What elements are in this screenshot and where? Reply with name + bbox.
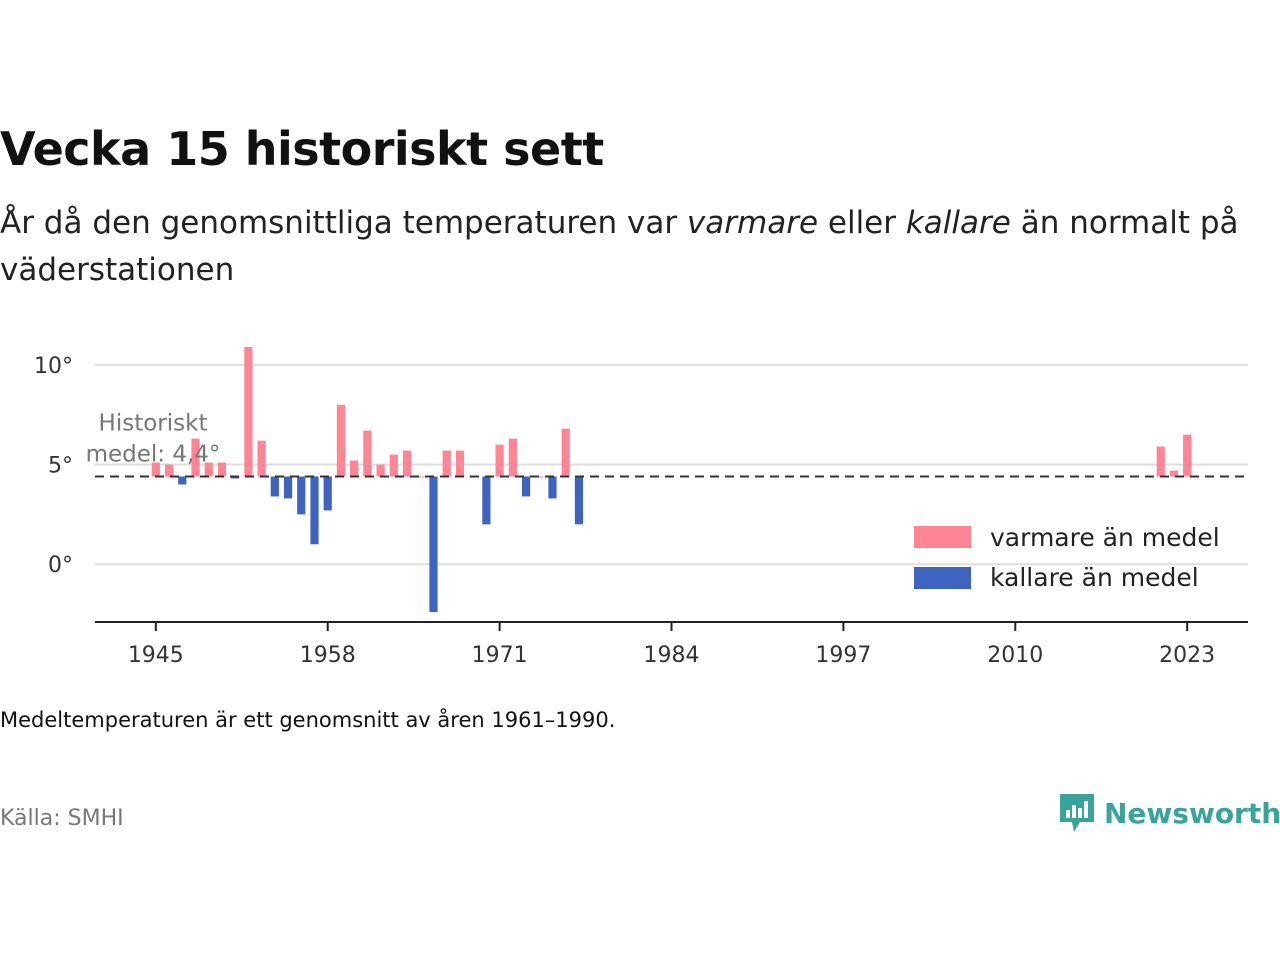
x-tick-label: 1945 xyxy=(128,643,184,668)
bar-1977 xyxy=(574,476,584,525)
y-axis-ticks: 0° 5° 10° xyxy=(34,354,73,578)
bars xyxy=(151,346,1192,613)
y-tick-label: 5° xyxy=(48,454,73,479)
x-tick-label: 1984 xyxy=(644,643,700,668)
average-label-line2: medel: 4,4° xyxy=(86,442,221,468)
bar-1973 xyxy=(521,476,531,497)
gridlines xyxy=(95,363,1248,566)
chart-title: Vecka 15 historiskt sett xyxy=(0,122,604,176)
legend-warm-label: varmare än medel xyxy=(990,523,1220,552)
legend-cold-swatch xyxy=(914,567,971,589)
x-tick-label: 1958 xyxy=(300,643,356,668)
bar-1962 xyxy=(376,464,385,477)
x-tick-label: 1997 xyxy=(815,643,871,668)
x-axis-ticks: 1945 1958 1971 1984 1997 2010 2023 xyxy=(128,622,1215,668)
bar-1946 xyxy=(164,464,174,477)
bar-1953 xyxy=(257,440,266,477)
bar-1975 xyxy=(548,476,557,499)
bar-1963 xyxy=(389,454,398,477)
subtitle-part: År då den genomsnittliga temperaturen va… xyxy=(0,205,687,241)
source-credit: Källa: SMHI xyxy=(0,806,124,831)
brand-name: Newsworthy xyxy=(1104,796,1280,830)
bar-1957 xyxy=(310,476,319,545)
brand-logo: Newsworthy xyxy=(1058,792,1280,834)
subtitle-cold-word: kallare xyxy=(905,205,1011,241)
bar-1959 xyxy=(336,404,346,477)
x-tick-label: 1971 xyxy=(472,643,528,668)
bar-1950 xyxy=(217,462,227,477)
bar-1966 xyxy=(429,476,438,613)
bar-1954 xyxy=(270,476,279,497)
bar-1970 xyxy=(482,476,491,525)
bar-1967 xyxy=(442,450,451,477)
footnote: Medeltemperaturen är ett genomsnitt av å… xyxy=(0,708,616,732)
subtitle-warm-word: varmare xyxy=(686,205,819,241)
bar-2023 xyxy=(1183,434,1192,477)
legend-warm-swatch xyxy=(914,526,971,548)
y-tick-label: 0° xyxy=(48,553,73,578)
legend-cold-label: kallare än medel xyxy=(990,563,1199,592)
bar-1948 xyxy=(191,438,200,477)
legend: varmare än medel kallare än medel xyxy=(914,523,1220,592)
y-tick-label: 10° xyxy=(34,354,73,379)
bar-1974 xyxy=(535,476,544,478)
bar-1968 xyxy=(455,450,465,477)
bar-1958 xyxy=(323,476,332,511)
bar-1971 xyxy=(495,444,504,477)
subtitle-part: eller xyxy=(818,205,906,241)
chart-subtitle: År då den genomsnittliga temperaturen va… xyxy=(0,200,1270,294)
x-tick-label: 2023 xyxy=(1159,643,1215,668)
bar-1960 xyxy=(350,460,359,477)
bar-1949 xyxy=(204,462,213,477)
bar-1964 xyxy=(402,450,412,477)
bar-2022 xyxy=(1169,470,1179,477)
bar-1961 xyxy=(363,430,372,477)
newsworthy-logo-icon xyxy=(1060,794,1094,832)
x-tick-label: 2010 xyxy=(987,643,1043,668)
bar-1972 xyxy=(508,438,517,477)
bar-1965 xyxy=(416,476,425,478)
bar-1945 xyxy=(151,462,160,477)
average-label-line1: Historiskt xyxy=(99,411,208,437)
subtitle-part: än normalt på väderstationen xyxy=(0,205,1239,288)
bar-1955 xyxy=(283,476,293,499)
bar-1956 xyxy=(297,476,306,515)
bar-2021 xyxy=(1156,446,1165,477)
bar-1947 xyxy=(178,476,187,485)
bar-1976 xyxy=(561,428,570,477)
bar-1952 xyxy=(244,346,253,477)
bar-chart: Historiskt medel: 4,4° 0°5°10° 1945 1958 1… xyxy=(34,346,1248,668)
